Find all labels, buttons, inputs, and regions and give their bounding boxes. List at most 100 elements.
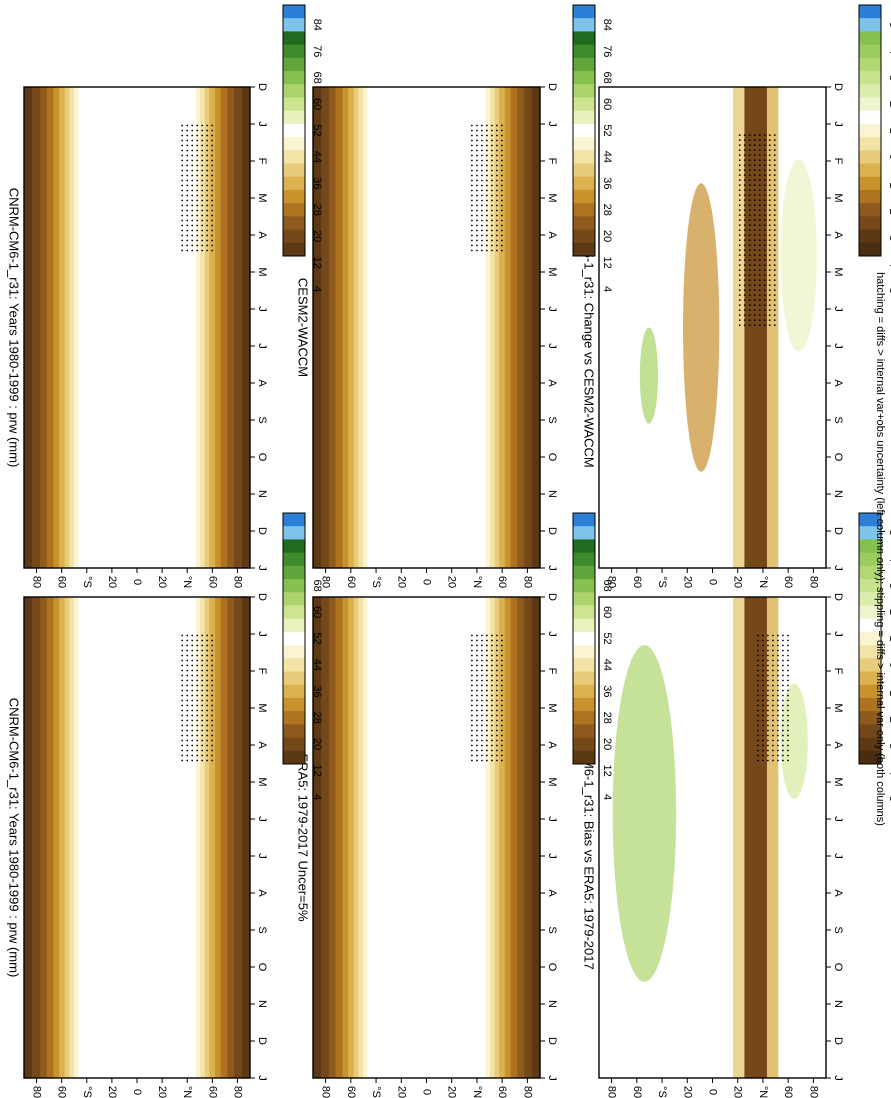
colorbar-swatch	[283, 605, 305, 620]
lat-tick-label: 0	[421, 579, 433, 585]
colorbar-swatch	[573, 592, 595, 606]
colorbar-swatch	[573, 57, 595, 72]
time-tick-label: O	[546, 963, 558, 972]
lat-tick-label: 80	[807, 1086, 819, 1098]
time-tick-label: D	[832, 83, 844, 91]
lat-tick-label: °N	[181, 1086, 193, 1098]
colorbar-swatch	[859, 44, 881, 59]
lat-tick-label: 20	[681, 576, 693, 588]
colorbar-label: 52	[601, 124, 613, 136]
lat-tick-label: 60	[206, 576, 218, 588]
colorbar-swatch	[573, 539, 595, 554]
lat-tick-label: 80	[807, 576, 819, 588]
panel-title: CNRM-CM6-1_r31: Change vs CESM2-WACCM	[582, 187, 597, 468]
panel-title: CNRM-CM6-1_r31: Years 1980-1999 : prw (m…	[7, 698, 22, 978]
colorbar-swatch	[283, 750, 305, 765]
colorbar-label: 4	[311, 286, 323, 292]
colorbar-swatch	[573, 110, 595, 125]
time-tick-label: M	[832, 267, 844, 276]
colorbar-swatch	[859, 513, 881, 527]
colorbar-label: 12	[601, 256, 613, 268]
colorbar-label: 44	[601, 151, 613, 163]
colorbar-label: 5	[887, 22, 891, 28]
time-tick-label: O	[832, 963, 844, 972]
colorbar-swatch	[859, 605, 881, 620]
panel-cesm: CESM2-WACCM D J F M A M J J A S O N D J 80 60 °N 20 0 20 °S 60…	[296, 4, 613, 588]
time-tick-label: D	[832, 1037, 844, 1045]
time-tick-label: J	[256, 121, 268, 127]
time-tick-label: S	[256, 926, 268, 933]
lat-tick-label: 80	[521, 1086, 533, 1098]
lat-tick-label: °S	[656, 1086, 668, 1098]
colorbar-swatch	[573, 711, 595, 725]
time-tick-label: J	[256, 343, 268, 349]
colorbar-label: 84	[601, 19, 613, 31]
colorbar-label: -1	[887, 178, 891, 188]
colorbar-swatch	[283, 526, 305, 540]
colorbar-swatch	[859, 31, 881, 46]
colorbar-swatch	[283, 579, 305, 593]
colorbar-label: 20	[311, 230, 323, 242]
colorbar-frame	[572, 512, 596, 765]
time-tick-label: D	[832, 527, 844, 535]
colorbar-swatch	[859, 137, 881, 151]
colorbar-swatch	[859, 671, 881, 686]
colorbar-swatch	[283, 618, 305, 633]
time-tick-label: J	[546, 121, 558, 127]
colorbar-swatch	[573, 605, 595, 620]
colorbar-label: 68	[311, 580, 323, 592]
time-tick-label: J	[832, 631, 844, 637]
colorbar-swatch	[859, 737, 881, 752]
colorbar-swatch	[283, 203, 305, 217]
colorbar-swatch	[573, 645, 595, 659]
colorbar-swatch	[859, 552, 881, 567]
lat-tick-label: °S	[370, 1086, 382, 1098]
colorbar-swatch	[283, 137, 305, 151]
time-tick-label: O	[546, 453, 558, 462]
lat-tick-label: 0	[707, 1089, 719, 1095]
colorbar-swatch	[573, 229, 595, 244]
lat-tick-label: 20	[106, 576, 118, 588]
colorbar-label: 36	[311, 177, 323, 189]
colorbar-swatch	[283, 123, 305, 138]
colorbar-label: -3	[887, 231, 891, 241]
time-tick-label: S	[832, 416, 844, 423]
colorbar-label: 68	[601, 580, 613, 592]
colorbar-swatch	[859, 5, 881, 19]
colorbar-swatch	[573, 150, 595, 165]
colorbar-swatch	[573, 242, 595, 257]
colorbar-swatch	[573, 203, 595, 217]
time-tick-label: J	[832, 853, 844, 859]
colorbar-swatch	[283, 18, 305, 32]
colorbar-label: -3	[887, 739, 891, 749]
colorbar-label: 52	[601, 632, 613, 644]
colorbar-label: 76	[601, 45, 613, 57]
colorbar-swatch	[859, 163, 881, 178]
colorbar-swatch	[859, 189, 881, 204]
colorbar-swatch	[283, 645, 305, 659]
colorbar-swatch	[573, 163, 595, 178]
time-tick-label: N	[256, 1000, 268, 1008]
panel-era5: ERA5: 1979-2017 Uncer=5% D J F M A M J J A S O N D J 80…	[296, 512, 613, 1098]
colorbar-swatch	[573, 176, 595, 191]
time-tick-label: M	[832, 777, 844, 786]
colorbar-label: 12	[311, 764, 323, 776]
lat-tick-label: 80	[31, 576, 43, 588]
colorbar-swatch	[283, 565, 305, 580]
colorbar-swatch	[859, 539, 881, 554]
lat-tick-label: 80	[320, 576, 332, 588]
time-tick-label: A	[256, 231, 268, 239]
colorbar-swatch	[283, 189, 305, 204]
lat-tick-label: °N	[181, 576, 193, 588]
colorbar-label: 3	[887, 583, 891, 589]
time-tick-label: A	[546, 231, 558, 239]
colorbar-swatch	[573, 5, 595, 19]
time-tick-label: A	[832, 231, 844, 239]
colorbar-swatch	[859, 176, 881, 191]
time-tick-label: J	[832, 343, 844, 349]
lat-tick-label: 20	[156, 1086, 168, 1098]
colorbar-swatch	[859, 750, 881, 765]
colorbar-swatch	[283, 592, 305, 606]
colorbar-swatch	[573, 618, 595, 633]
lat-tick-label: 60	[56, 576, 68, 588]
